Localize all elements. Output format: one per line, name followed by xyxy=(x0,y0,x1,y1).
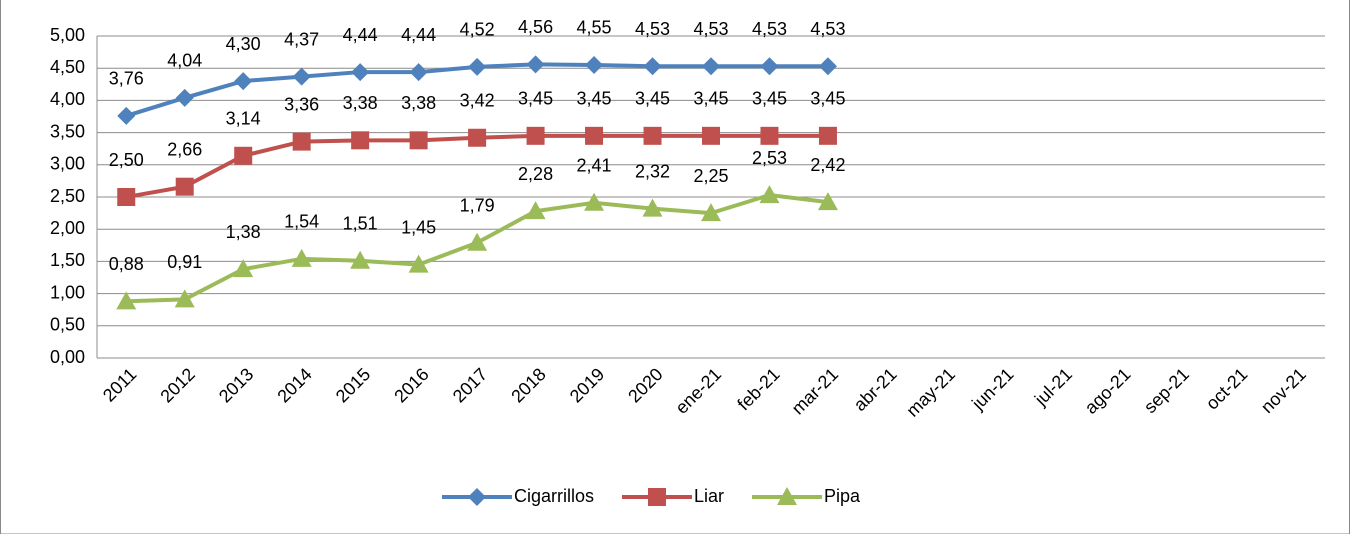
marker xyxy=(818,57,837,76)
data-label: 3,14 xyxy=(226,109,261,129)
marker xyxy=(292,132,311,151)
y-tick-label: 4,00 xyxy=(50,89,85,109)
data-label: 4,53 xyxy=(752,19,787,39)
y-tick-label: 2,00 xyxy=(50,218,85,238)
data-label: 1,38 xyxy=(226,222,261,242)
data-label: 3,36 xyxy=(284,94,319,114)
data-label: 4,52 xyxy=(460,20,495,40)
marker xyxy=(291,248,312,267)
marker xyxy=(701,203,721,222)
marker xyxy=(233,259,254,278)
data-label: 4,55 xyxy=(577,18,612,38)
marker xyxy=(647,488,666,506)
data-label: 0,91 xyxy=(167,252,202,272)
data-label: 3,45 xyxy=(518,89,553,109)
marker xyxy=(351,63,370,82)
y-tick-label: 1,00 xyxy=(50,282,85,302)
marker xyxy=(467,488,486,506)
data-label: 1,54 xyxy=(284,212,319,232)
marker xyxy=(409,131,428,150)
data-label: 3,42 xyxy=(460,91,495,111)
data-label: 4,37 xyxy=(284,29,319,49)
data-label: 3,76 xyxy=(109,69,144,89)
y-tick-label: 4,50 xyxy=(50,57,85,77)
data-label: 2,41 xyxy=(577,156,612,176)
data-label: 1,45 xyxy=(401,217,436,237)
marker xyxy=(116,291,137,310)
y-tick-label: 0,50 xyxy=(50,315,85,335)
marker xyxy=(292,67,311,86)
marker xyxy=(643,126,662,145)
marker xyxy=(234,72,253,91)
legend-label: Cigarrillos xyxy=(514,486,594,506)
data-label: 4,56 xyxy=(518,17,553,37)
data-label: 4,44 xyxy=(401,25,436,45)
y-tick-label: 3,00 xyxy=(50,154,85,174)
data-label: 2,53 xyxy=(752,148,787,168)
data-label: 3,45 xyxy=(693,89,728,109)
marker xyxy=(760,126,779,145)
marker xyxy=(584,192,605,211)
data-label: 2,66 xyxy=(167,139,202,159)
marker xyxy=(642,198,663,217)
legend-label: Pipa xyxy=(824,486,861,506)
data-label: 1,79 xyxy=(460,195,495,215)
data-label: 3,38 xyxy=(343,93,378,113)
marker xyxy=(585,126,604,145)
data-label: 3,45 xyxy=(810,89,845,109)
data-label: 3,45 xyxy=(577,89,612,109)
data-label: 4,44 xyxy=(343,25,378,45)
y-tick-label: 5,00 xyxy=(50,25,85,45)
marker xyxy=(702,126,720,145)
legend-label: Liar xyxy=(694,486,724,506)
y-tick-label: 1,50 xyxy=(50,250,85,270)
legend: Cigarrillos Liar Pipa xyxy=(441,486,861,506)
marker xyxy=(702,57,720,76)
data-label: 0,88 xyxy=(109,254,144,274)
marker xyxy=(818,126,837,145)
marker xyxy=(525,201,546,220)
marker xyxy=(759,185,780,204)
marker xyxy=(643,57,662,76)
marker xyxy=(817,192,838,211)
marker xyxy=(117,188,136,206)
data-label: 3,45 xyxy=(635,89,670,109)
data-label: 2,42 xyxy=(810,155,845,175)
marker xyxy=(468,128,487,147)
marker xyxy=(174,289,195,308)
marker xyxy=(526,55,545,74)
data-label: 2,50 xyxy=(109,150,144,170)
marker xyxy=(467,232,488,251)
data-label: 2,25 xyxy=(693,166,728,186)
data-label: 2,32 xyxy=(635,161,670,181)
data-label: 3,45 xyxy=(752,89,787,109)
marker xyxy=(350,250,371,269)
marker xyxy=(468,57,487,76)
marker xyxy=(117,106,136,125)
marker xyxy=(777,487,797,505)
data-label: 4,53 xyxy=(693,19,728,39)
y-tick-label: 3,50 xyxy=(50,121,85,141)
data-label: 4,30 xyxy=(226,34,261,54)
marker xyxy=(408,254,429,273)
marker xyxy=(351,131,370,150)
data-label: 1,51 xyxy=(343,214,378,234)
marker xyxy=(175,177,194,196)
data-label: 3,38 xyxy=(401,93,436,113)
y-tick-label: 2,50 xyxy=(50,186,85,206)
data-label: 4,04 xyxy=(167,51,202,71)
marker xyxy=(760,57,779,76)
marker xyxy=(585,55,604,74)
data-label: 2,28 xyxy=(518,164,553,184)
data-label: 4,53 xyxy=(810,19,845,39)
y-tick-label: 0,00 xyxy=(50,347,85,367)
data-label: 4,53 xyxy=(635,19,670,39)
marker xyxy=(526,126,545,145)
marker xyxy=(409,63,428,82)
marker xyxy=(234,146,253,165)
marker xyxy=(175,88,194,107)
